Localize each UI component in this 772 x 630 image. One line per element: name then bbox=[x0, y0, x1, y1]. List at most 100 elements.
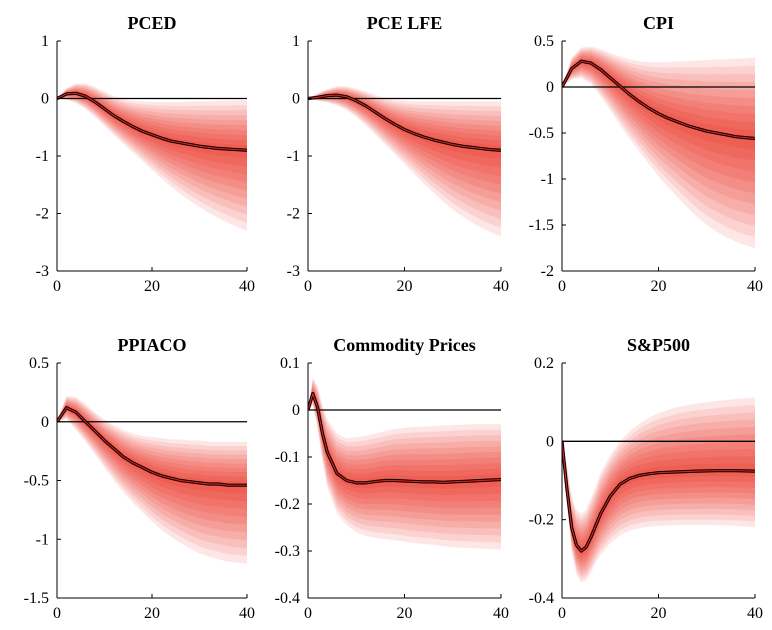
credible-band-4 bbox=[562, 419, 755, 573]
x-tick-label: 0 bbox=[53, 278, 61, 295]
chart-title: PCE LFE bbox=[367, 13, 443, 33]
credible-band-8 bbox=[57, 90, 247, 175]
y-tick-label: -3 bbox=[36, 263, 49, 280]
credible-band-1 bbox=[562, 46, 755, 248]
y-tick-label: 1 bbox=[292, 33, 300, 50]
y-tick-label: -2 bbox=[287, 206, 300, 223]
credible-band-1 bbox=[562, 397, 755, 583]
x-tick-label: 20 bbox=[397, 278, 413, 295]
credible-band-6 bbox=[57, 88, 247, 191]
credible-band-3 bbox=[308, 88, 501, 220]
x-tick-label: 40 bbox=[493, 605, 509, 622]
credible-band-5 bbox=[562, 426, 755, 570]
credible-band-3 bbox=[562, 412, 755, 577]
x-tick-label: 0 bbox=[558, 605, 566, 622]
chart-title: PPIACO bbox=[118, 335, 187, 355]
y-tick-label: -1 bbox=[36, 148, 49, 165]
credible-band-2 bbox=[562, 404, 755, 580]
credible-band-8 bbox=[308, 92, 501, 177]
credible-band-10 bbox=[562, 59, 755, 150]
median-response-core bbox=[308, 392, 501, 484]
credible-band-2 bbox=[57, 84, 247, 223]
chart-title: S&P500 bbox=[627, 335, 690, 355]
x-tick-label: 20 bbox=[144, 278, 160, 295]
chart-panel-s-p500: 0.20-0.2-0.40 20 40S&P500 bbox=[529, 335, 763, 622]
credible-band-4 bbox=[308, 382, 501, 529]
median-response-core bbox=[57, 407, 247, 486]
x-tick-label: 0 bbox=[558, 278, 566, 295]
credible-band-1 bbox=[57, 83, 247, 231]
y-tick-label: -0.3 bbox=[275, 543, 300, 560]
credible-band-7 bbox=[308, 386, 501, 509]
y-tick-label: 1 bbox=[41, 33, 49, 50]
credible-band-5 bbox=[308, 383, 501, 522]
y-tick-label: -3 bbox=[287, 263, 300, 280]
y-tick-label: -1 bbox=[36, 531, 49, 548]
chart-title: CPI bbox=[643, 13, 674, 33]
y-tick-label: -0.1 bbox=[275, 449, 300, 466]
x-tick-label: 0 bbox=[304, 605, 312, 622]
credible-band-6 bbox=[562, 434, 755, 567]
credible-band-6 bbox=[308, 90, 501, 194]
y-tick-label: -0.5 bbox=[529, 125, 554, 142]
y-tick-label: -1 bbox=[287, 148, 300, 165]
y-tick-label: -1 bbox=[541, 171, 554, 188]
plot-area bbox=[308, 86, 501, 237]
y-tick-label: -2 bbox=[541, 263, 554, 280]
x-tick-label: 20 bbox=[651, 605, 667, 622]
x-tick-label: 40 bbox=[747, 605, 763, 622]
plot-area bbox=[57, 395, 247, 564]
credible-band-1 bbox=[57, 395, 247, 564]
x-tick-label: 40 bbox=[747, 278, 763, 295]
x-tick-label: 0 bbox=[304, 278, 312, 295]
median-response-core bbox=[562, 60, 755, 140]
credible-band-5 bbox=[562, 52, 755, 205]
chart-title: Commodity Prices bbox=[333, 335, 475, 355]
y-tick-label: 0.2 bbox=[534, 355, 554, 372]
credible-band-2 bbox=[308, 87, 501, 228]
credible-band-1 bbox=[308, 86, 501, 237]
credible-band-3 bbox=[57, 85, 247, 215]
credible-band-7 bbox=[57, 402, 247, 517]
plot-area bbox=[562, 397, 755, 583]
y-tick-label: -0.4 bbox=[529, 590, 554, 607]
x-tick-label: 40 bbox=[239, 605, 255, 622]
y-tick-label: -1.5 bbox=[24, 590, 49, 607]
credible-band-2 bbox=[57, 397, 247, 557]
x-tick-label: 20 bbox=[144, 605, 160, 622]
median-response-core bbox=[308, 94, 501, 151]
credible-band-8 bbox=[308, 388, 501, 502]
credible-band-3 bbox=[308, 380, 501, 536]
credible-band-9 bbox=[308, 390, 501, 496]
x-tick-label: 20 bbox=[397, 605, 413, 622]
plot-area bbox=[57, 83, 247, 231]
plot-area bbox=[562, 46, 755, 248]
plot-area bbox=[308, 377, 501, 550]
credible-band-1 bbox=[308, 377, 501, 550]
x-tick-label: 40 bbox=[493, 278, 509, 295]
credible-band-6 bbox=[562, 54, 755, 194]
y-tick-label: 0 bbox=[546, 433, 554, 450]
credible-band-4 bbox=[308, 89, 501, 211]
credible-band-10 bbox=[308, 94, 501, 159]
credible-band-2 bbox=[308, 378, 501, 543]
credible-band-2 bbox=[562, 48, 755, 238]
credible-band-7 bbox=[308, 91, 501, 185]
median-response-core bbox=[57, 92, 247, 151]
credible-band-5 bbox=[57, 400, 247, 533]
credible-band-5 bbox=[308, 89, 501, 202]
credible-band-6 bbox=[57, 401, 247, 525]
y-tick-label: -0.4 bbox=[275, 590, 300, 607]
y-tick-label: -0.5 bbox=[24, 473, 49, 490]
y-tick-label: 0 bbox=[546, 79, 554, 96]
median-response-core bbox=[562, 441, 755, 552]
x-tick-label: 0 bbox=[53, 605, 61, 622]
credible-band-5 bbox=[57, 87, 247, 199]
y-tick-label: -1.5 bbox=[529, 217, 554, 234]
credible-band-4 bbox=[57, 399, 247, 541]
y-tick-label: 0 bbox=[41, 91, 49, 108]
